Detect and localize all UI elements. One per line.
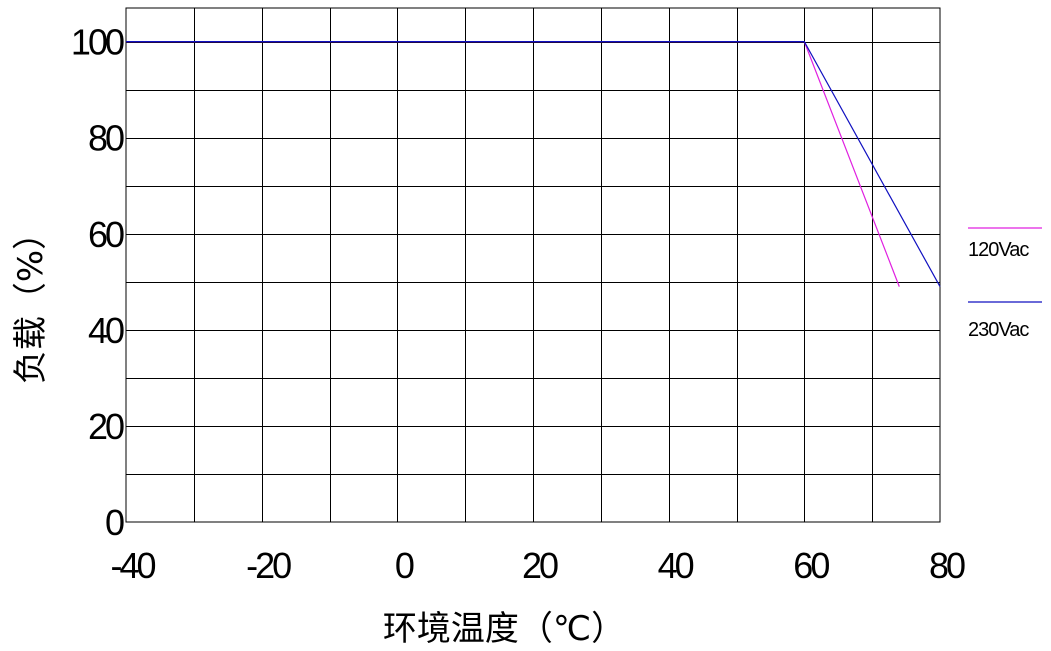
series-lines bbox=[126, 40, 941, 287]
y-axis-label: 负载（%） bbox=[11, 216, 51, 384]
series-line-1 bbox=[126, 40, 941, 287]
y-tick-label: 80 bbox=[88, 118, 124, 159]
x-tick-label: 0 bbox=[395, 545, 414, 586]
x-tick-label: 40 bbox=[658, 545, 694, 586]
x-tick-label: -20 bbox=[246, 545, 291, 586]
legend: 120Vac 230Vac bbox=[968, 227, 1042, 341]
y-tick-label: 60 bbox=[88, 214, 124, 255]
legend-label: 230Vac bbox=[968, 319, 1029, 341]
y-tick-label: 40 bbox=[88, 310, 124, 351]
legend-label: 120Vac bbox=[968, 239, 1029, 261]
y-tick-labels: 0 20 40 60 80 100 bbox=[71, 22, 127, 543]
x-axis-label: 环境温度（℃） bbox=[383, 609, 625, 649]
x-tick-label: -40 bbox=[110, 545, 155, 586]
y-tick-label: 0 bbox=[105, 502, 124, 543]
y-tick-label: 20 bbox=[88, 406, 124, 447]
x-tick-label: 20 bbox=[522, 545, 558, 586]
x-tick-label: 80 bbox=[929, 545, 965, 586]
y-tick-label: 100 bbox=[71, 22, 124, 63]
series-line-0 bbox=[126, 40, 900, 287]
grid bbox=[125, 7, 941, 523]
x-tick-label: 60 bbox=[793, 545, 829, 586]
x-tick-labels: -40 -20 0 20 40 60 80 bbox=[110, 545, 968, 586]
